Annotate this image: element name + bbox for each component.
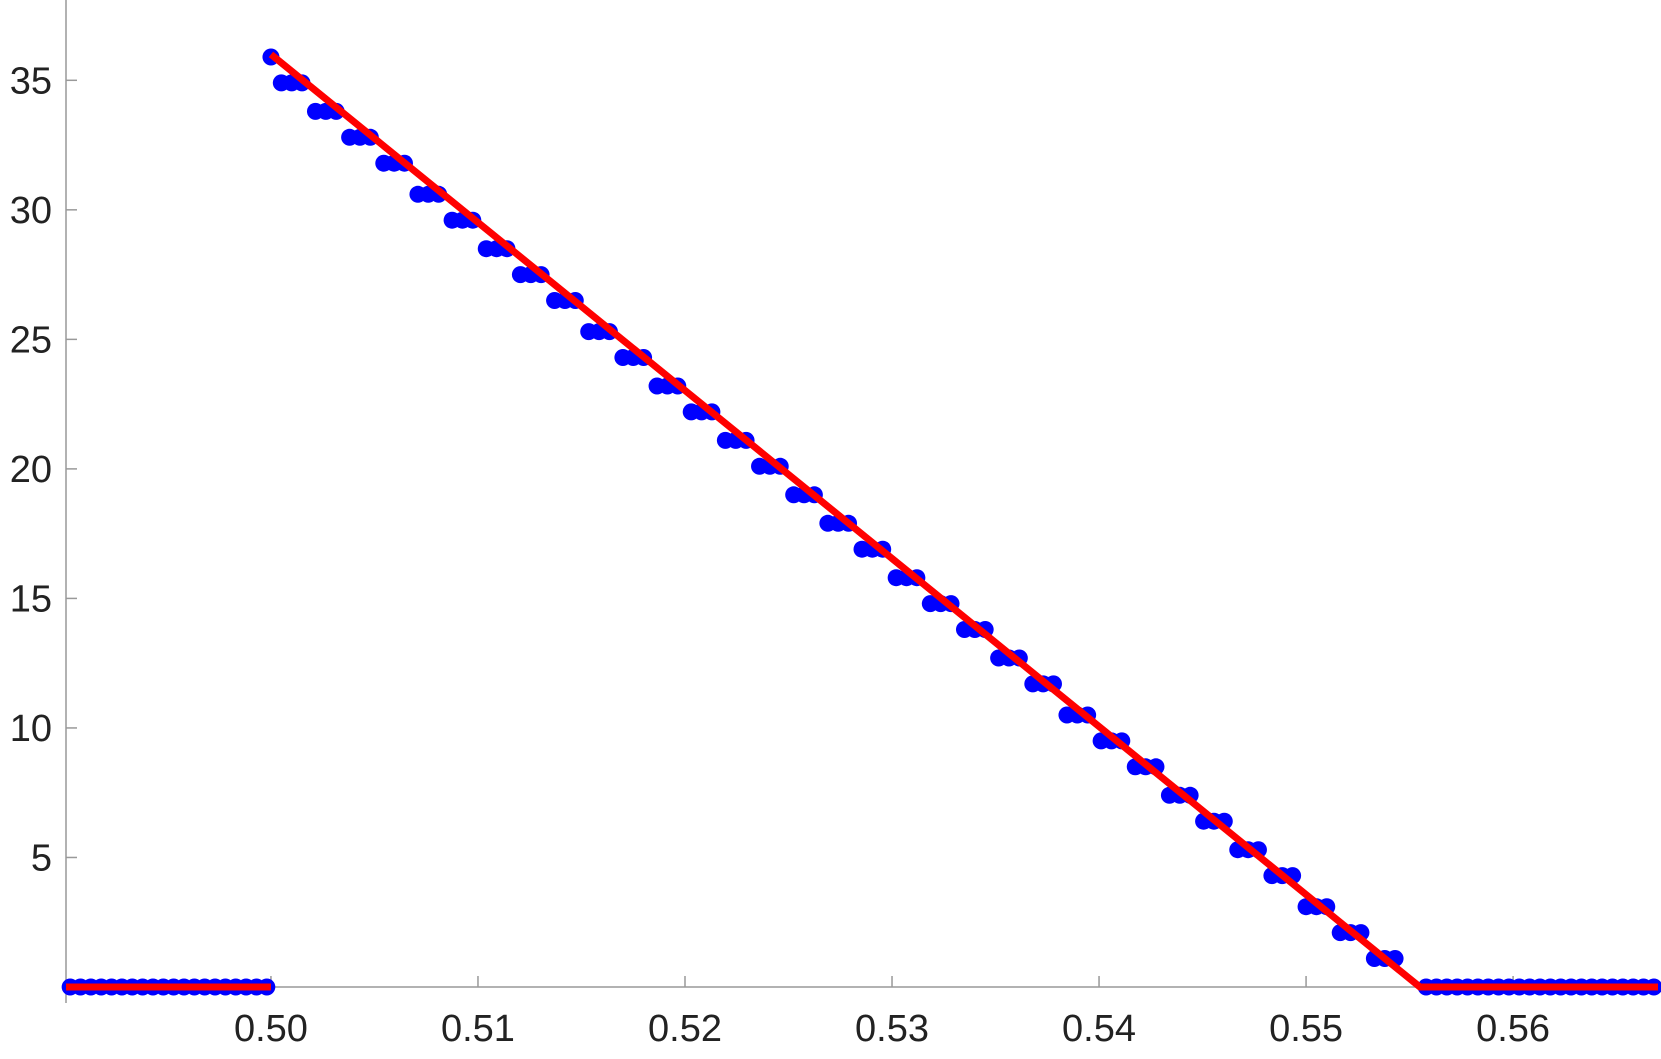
x-tick-label: 0.50 <box>234 1008 308 1050</box>
x-tick-label: 0.55 <box>1269 1008 1343 1050</box>
y-tick-label: 35 <box>10 60 52 102</box>
x-tick-label: 0.52 <box>648 1008 722 1050</box>
x-tick-label: 0.53 <box>855 1008 929 1050</box>
x-tick-label: 0.54 <box>1062 1008 1136 1050</box>
y-tick-label: 25 <box>10 319 52 361</box>
fit-line <box>66 51 1658 991</box>
y-tick-label: 5 <box>31 837 52 879</box>
y-tick-label: 15 <box>10 578 52 620</box>
y-tick-label: 30 <box>10 190 52 232</box>
x-tick-label: 0.51 <box>441 1008 515 1050</box>
y-tick-label: 10 <box>10 708 52 750</box>
y-tick-label: 20 <box>10 449 52 491</box>
x-tick-label: 0.56 <box>1476 1008 1550 1050</box>
scatter-series <box>61 48 1661 996</box>
